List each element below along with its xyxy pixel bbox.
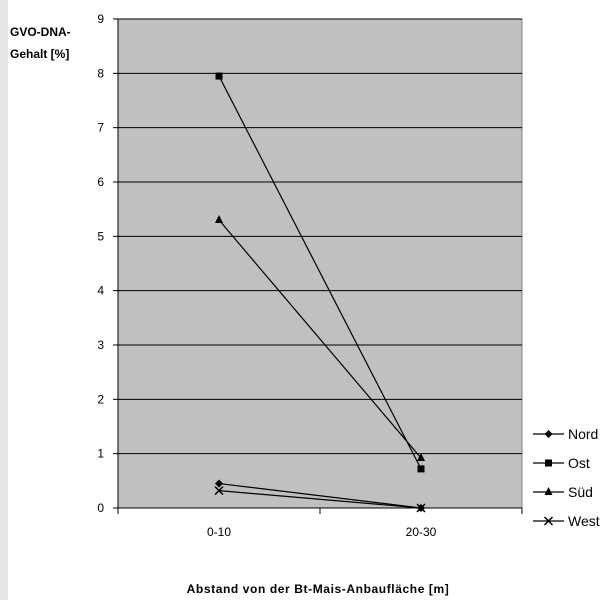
series-süd [215,215,425,462]
x-tick-label: 20-30 [406,525,437,539]
data-point-x [214,486,224,496]
legend: Nord Ost Süd West [533,426,600,529]
data-point-triangle [215,215,223,224]
legend-label: Süd [568,484,593,500]
series-ost [215,72,425,473]
series-line [218,75,422,470]
y-tick-label: 4 [97,284,104,298]
y-tick-label: 7 [97,121,104,135]
y-tick-label: 1 [97,447,104,461]
x-axis-label: Abstand von der Bt-Mais-Anbaufläche [m] [187,582,450,596]
data-point-x [416,503,426,513]
y-tick-label: 6 [97,175,104,189]
window-edge [0,0,8,600]
series-line [218,490,422,509]
legend-label: Nord [568,426,598,442]
legend-item: Nord [533,426,598,442]
axes [113,18,523,514]
series-line [218,482,422,509]
data-point-square [417,465,425,473]
y-axis-label-line-2: Gehalt [%] [10,47,69,61]
series-lines [214,72,426,513]
data-point-x [543,516,554,526]
legend-label: Ost [568,455,590,471]
legend-label: West [568,513,600,529]
legend-item: West [533,513,600,529]
plot-area [117,18,523,509]
data-point-diamond [544,430,553,438]
y-tick-label: 2 [97,392,104,406]
data-point-square [215,72,223,80]
data-point-square [545,459,552,467]
legend-item: Ost [533,455,590,471]
gridlines [118,18,522,455]
series-west [214,486,426,513]
x-tick-labels: 0-10 20-30 [207,525,437,539]
series-line [218,219,422,459]
y-tick-label: 3 [97,338,104,352]
y-tick-label: 9 [97,12,104,26]
data-point-diamond [215,479,223,488]
y-tick-label: 0 [97,501,104,515]
x-tick-label: 0-10 [207,525,231,539]
y-tick-label: 8 [97,66,104,80]
legend-item: Süd [533,484,593,500]
y-tick-label: 5 [97,229,104,243]
y-tick-labels: 0 1 2 3 4 5 6 7 8 9 [97,12,104,515]
data-point-triangle [417,453,425,462]
y-axis-label-line-1: GVO-DNA- [10,25,71,39]
data-point-triangle [544,487,553,495]
